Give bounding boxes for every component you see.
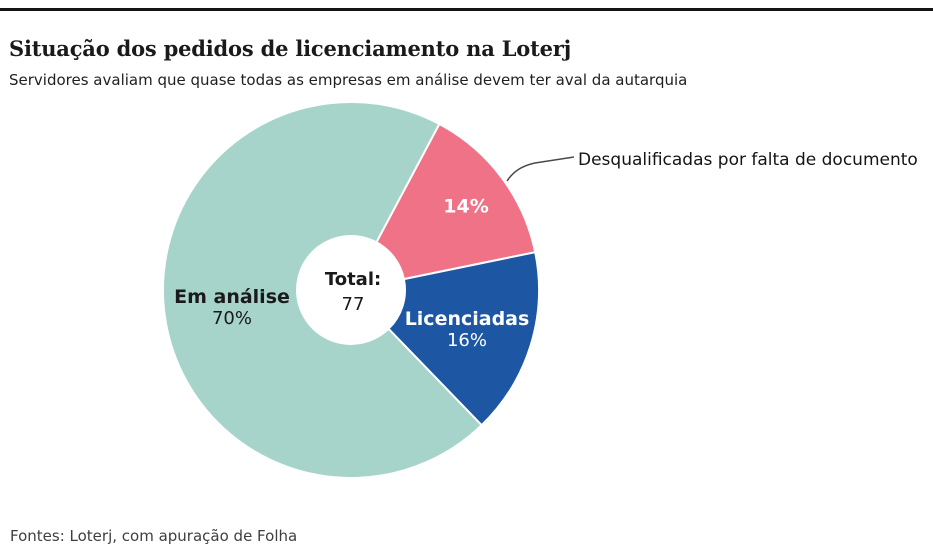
source-note: Fontes: Loterj, com apuração de Folha xyxy=(10,527,298,545)
slice-name-em-analise: Em análise xyxy=(174,286,290,308)
donut-slices xyxy=(162,100,540,479)
total-value: 77 xyxy=(341,294,365,315)
slice-name-licenciadas: Licenciadas xyxy=(404,308,530,330)
slice-label-licenciadas: Licenciadas 16% xyxy=(404,308,530,352)
slice-pct-em-analise: 70% xyxy=(211,308,252,329)
total-label: Total: xyxy=(324,269,382,290)
slice-pct-licenciadas: 16% xyxy=(446,330,487,351)
callout-line xyxy=(506,156,575,182)
page-subtitle: Servidores avaliam que quase todas as em… xyxy=(9,71,688,89)
slice-label-em-analise: Em análise 70% xyxy=(174,286,290,330)
slice-em-analise xyxy=(162,100,483,479)
callout-text-desqualificadas: Desqualificadas por falta de documento xyxy=(578,150,918,170)
top-rule xyxy=(0,8,933,11)
slice-licenciadas xyxy=(387,251,540,427)
slice-label-desqualificadas: 14% xyxy=(443,195,489,218)
donut-center-label: Total: 77 xyxy=(325,267,381,317)
slice-desqualificadas xyxy=(375,123,537,281)
page-title: Situação dos pedidos de licenciamento na… xyxy=(9,36,572,62)
slice-pct-desqualificadas: 14% xyxy=(443,195,489,218)
